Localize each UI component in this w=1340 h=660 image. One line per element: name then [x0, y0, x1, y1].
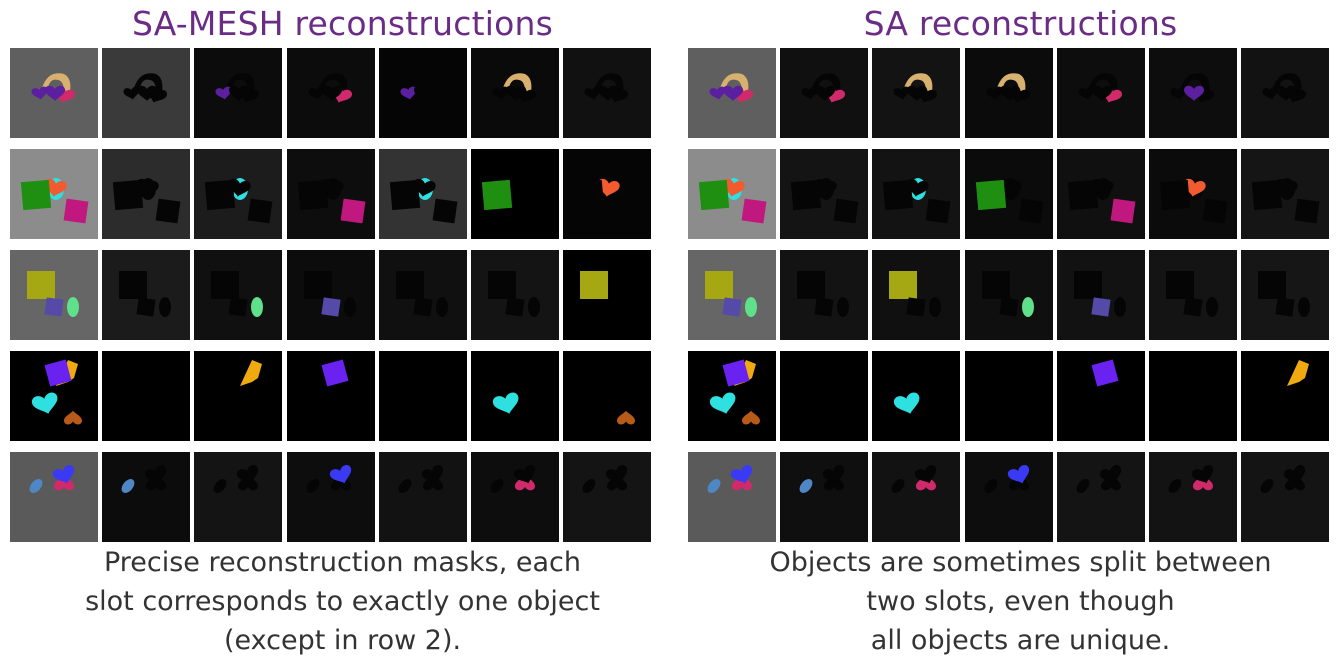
caption-line: (except in row 2). — [223, 625, 462, 656]
slot-reconstruction — [964, 48, 1053, 138]
slot-reconstruction — [102, 351, 191, 441]
input-image — [10, 48, 98, 138]
slot-reconstruction — [471, 351, 559, 441]
slot-reconstruction — [872, 351, 961, 441]
image-row — [688, 351, 1340, 441]
slot-reconstruction — [286, 351, 375, 441]
slot-reconstruction — [964, 452, 1053, 542]
sa-mesh-panel: SA-MESH reconstructions Precise reconstr… — [10, 0, 675, 657]
slot-reconstruction — [1056, 149, 1145, 239]
caption-line: all objects are unique. — [870, 625, 1171, 656]
slot-reconstruction — [378, 149, 467, 239]
slot-reconstruction — [563, 149, 652, 239]
image-row — [10, 250, 665, 340]
slot-reconstruction — [471, 149, 559, 239]
input-image — [10, 452, 98, 542]
slot-reconstruction — [872, 48, 961, 138]
slot-reconstruction — [378, 48, 467, 138]
slot-reconstruction — [780, 48, 869, 138]
slot-reconstruction — [286, 149, 375, 239]
slot-reconstruction — [1056, 48, 1145, 138]
image-row — [688, 149, 1340, 239]
sa-title: SA reconstructions — [863, 4, 1178, 43]
slot-reconstruction — [964, 250, 1053, 340]
image-row — [688, 48, 1340, 138]
sa-panel: SA reconstructions Objects are sometimes… — [688, 0, 1340, 657]
slot-reconstruction — [378, 250, 467, 340]
input-image — [688, 149, 776, 239]
slot-reconstruction — [194, 351, 283, 441]
image-row — [10, 452, 665, 542]
slot-reconstruction — [1149, 250, 1237, 340]
slot-reconstruction — [964, 149, 1053, 239]
slot-reconstruction — [1056, 452, 1145, 542]
image-row — [10, 149, 665, 239]
slot-reconstruction — [194, 452, 283, 542]
slot-reconstruction — [471, 250, 559, 340]
slot-reconstruction — [1241, 351, 1330, 441]
caption-line: Precise reconstruction masks, each — [103, 547, 582, 578]
slot-reconstruction — [471, 452, 559, 542]
slot-reconstruction — [1241, 48, 1330, 138]
slot-reconstruction — [286, 452, 375, 542]
slot-reconstruction — [780, 250, 869, 340]
slot-reconstruction — [194, 48, 283, 138]
sa-mesh-title: SA-MESH reconstructions — [131, 4, 554, 43]
slot-reconstruction — [1241, 452, 1330, 542]
slot-reconstruction — [1149, 149, 1237, 239]
slot-reconstruction — [1241, 149, 1330, 239]
slot-reconstruction — [194, 149, 283, 239]
image-row — [688, 250, 1340, 340]
caption-line: two slots, even though — [866, 586, 1175, 617]
slot-reconstruction — [1149, 351, 1237, 441]
slot-reconstruction — [102, 149, 191, 239]
slot-reconstruction — [964, 351, 1053, 441]
slot-reconstruction — [471, 48, 559, 138]
slot-reconstruction — [563, 351, 652, 441]
image-row — [10, 351, 665, 441]
slot-reconstruction — [378, 351, 467, 441]
caption-line: Objects are sometimes split between — [769, 547, 1272, 578]
slot-reconstruction — [194, 250, 283, 340]
slot-reconstruction — [1241, 250, 1330, 340]
slot-reconstruction — [378, 452, 467, 542]
input-image — [10, 351, 98, 441]
slot-reconstruction — [102, 48, 191, 138]
slot-reconstruction — [563, 48, 652, 138]
slot-reconstruction — [1149, 48, 1237, 138]
input-image — [688, 452, 776, 542]
sa-mesh-caption: Precise reconstruction masks, each slot … — [10, 543, 675, 660]
slot-reconstruction — [563, 250, 652, 340]
slot-reconstruction — [286, 48, 375, 138]
sa-caption: Objects are sometimes split between two … — [688, 543, 1340, 660]
slot-reconstruction — [286, 250, 375, 340]
slot-reconstruction — [1056, 250, 1145, 340]
input-image — [688, 48, 776, 138]
slot-reconstruction — [872, 149, 961, 239]
slot-reconstruction — [102, 452, 191, 542]
slot-reconstruction — [780, 149, 869, 239]
input-image — [688, 351, 776, 441]
slot-reconstruction — [780, 452, 869, 542]
slot-reconstruction — [1149, 452, 1237, 542]
input-image — [10, 250, 98, 340]
slot-reconstruction — [1056, 351, 1145, 441]
image-row — [10, 48, 665, 138]
input-image — [10, 149, 98, 239]
input-image — [688, 250, 776, 340]
slot-reconstruction — [872, 250, 961, 340]
slot-reconstruction — [102, 250, 191, 340]
slot-reconstruction — [872, 452, 961, 542]
slot-reconstruction — [780, 351, 869, 441]
caption-line: slot corresponds to exactly one object — [85, 586, 600, 617]
image-row — [688, 452, 1340, 542]
slot-reconstruction — [563, 452, 652, 542]
